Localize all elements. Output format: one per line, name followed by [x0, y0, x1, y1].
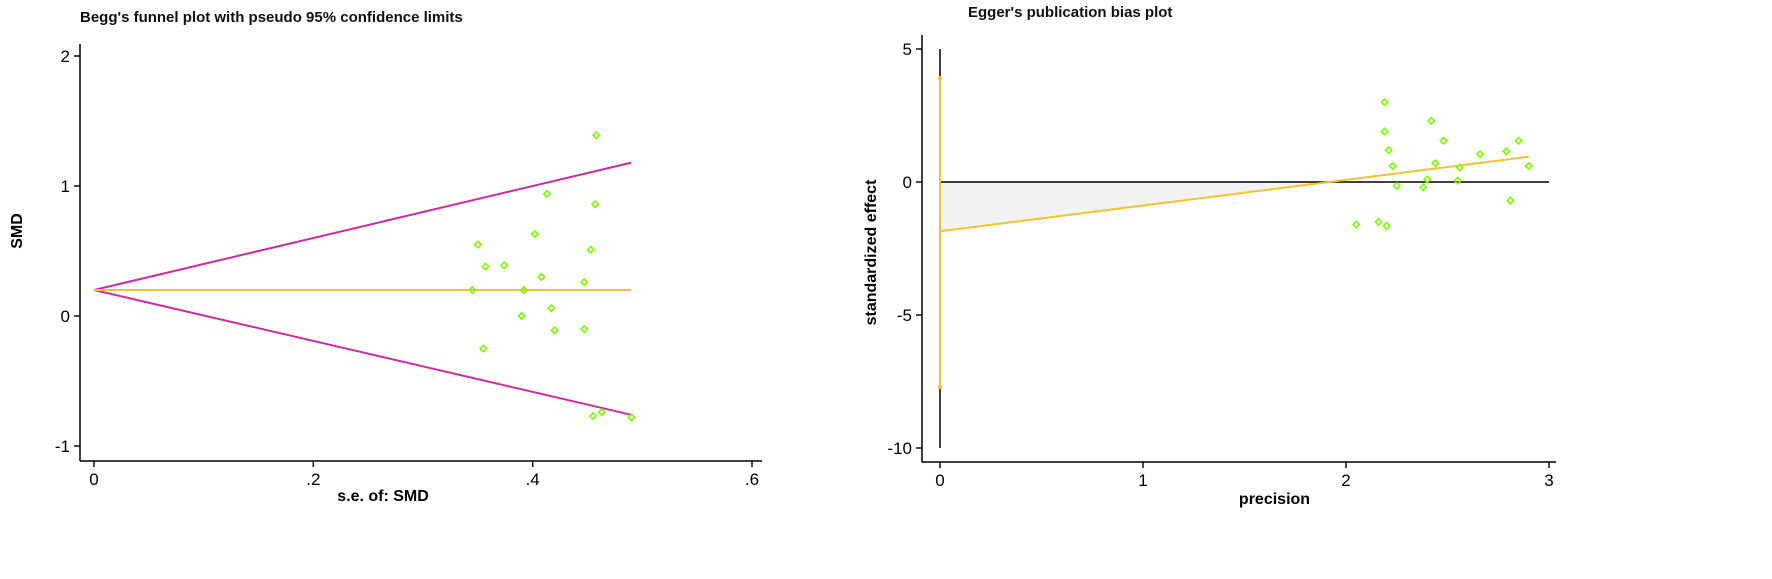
- x-tick-label: .4: [526, 470, 540, 489]
- study-point: [1374, 217, 1383, 227]
- y-tick-label: 5: [903, 40, 912, 59]
- study-point: [1439, 136, 1448, 146]
- lower-pseudo-ci-line: [93, 289, 632, 416]
- study-point: [586, 245, 596, 255]
- egger-bias-panel: Egger's publication bias plot -10 -5 0 5 0 1 2…: [863, 0, 1772, 579]
- study-point: [519, 285, 529, 295]
- x-axis-title: precision: [1239, 491, 1310, 508]
- study-point: [473, 240, 483, 249]
- study-point: [579, 277, 589, 287]
- y-tick-label: 1: [61, 177, 70, 196]
- study-point: [597, 407, 607, 417]
- study-point: [499, 260, 509, 270]
- study-point: [1524, 161, 1534, 171]
- study-point: [627, 413, 636, 422]
- x-tick-label: .6: [745, 470, 759, 489]
- study-point: [590, 199, 600, 209]
- study-point: [478, 344, 488, 353]
- study-point: [1392, 181, 1402, 191]
- chart-title: Egger's publication bias plot: [968, 4, 1173, 21]
- study-point: [579, 324, 589, 334]
- x-tick-label: 2: [1341, 471, 1350, 490]
- study-point: [1380, 97, 1389, 107]
- x-tick-label: 3: [1544, 471, 1553, 490]
- begg-funnel-plot: -1 0 1 2 0 .2 .4 .6 s.e. of: SMD SMD: [9, 44, 762, 505]
- x-tick-label: 0: [935, 471, 944, 490]
- study-point: [1453, 176, 1462, 186]
- chart-title: Begg's funnel plot with pseudo 95% confi…: [80, 9, 463, 26]
- study-point: [1418, 182, 1428, 192]
- upper-pseudo-ci-line: [93, 161, 632, 291]
- begg-funnel-panel: Begg's funnel plot with pseudo 95% confi…: [9, 9, 762, 505]
- study-point: [530, 229, 540, 239]
- x-tick-label: 1: [1138, 471, 1147, 490]
- study-point: [1351, 220, 1361, 229]
- study-point: [1455, 163, 1465, 172]
- study-point: [468, 285, 477, 295]
- egger-bias-plot: -10 -5 0 5 0 1 2 3 precision standardized effect: [863, 35, 1556, 508]
- study-point: [1426, 116, 1436, 126]
- study-point: [1430, 159, 1440, 168]
- study-point: [1384, 145, 1393, 155]
- study-point: [1514, 136, 1523, 146]
- study-point: [481, 262, 490, 271]
- study-point: [546, 303, 556, 313]
- x-axis-title: s.e. of: SMD: [337, 488, 429, 505]
- study-point: [517, 311, 527, 321]
- y-tick-label: -10: [887, 439, 912, 458]
- y-tick-label: 0: [61, 307, 70, 326]
- study-point: [1422, 175, 1432, 184]
- study-point: [1475, 149, 1485, 159]
- intercept-ci-upper-cap: [937, 76, 943, 81]
- y-tick-label: 2: [61, 47, 70, 66]
- x-tick-label: .2: [306, 470, 320, 489]
- intercept-ci-lower-cap: [937, 384, 943, 390]
- study-point: [537, 272, 546, 282]
- y-axis-title: standardized effect: [863, 179, 880, 325]
- study-point: [550, 325, 559, 335]
- study-point: [1506, 196, 1515, 205]
- study-point: [1502, 147, 1511, 156]
- study-point: [588, 411, 598, 421]
- study-point: [1382, 221, 1391, 231]
- y-tick-label: -1: [55, 437, 70, 456]
- study-point: [1388, 161, 1398, 171]
- y-axis-title: SMD: [9, 213, 26, 249]
- study-point: [542, 189, 552, 199]
- y-tick-label: 0: [903, 173, 912, 192]
- study-point: [591, 130, 601, 140]
- x-tick-label: 0: [89, 470, 98, 489]
- regression-line: [939, 155, 1529, 233]
- y-tick-label: -5: [897, 306, 912, 325]
- study-point: [1380, 127, 1389, 136]
